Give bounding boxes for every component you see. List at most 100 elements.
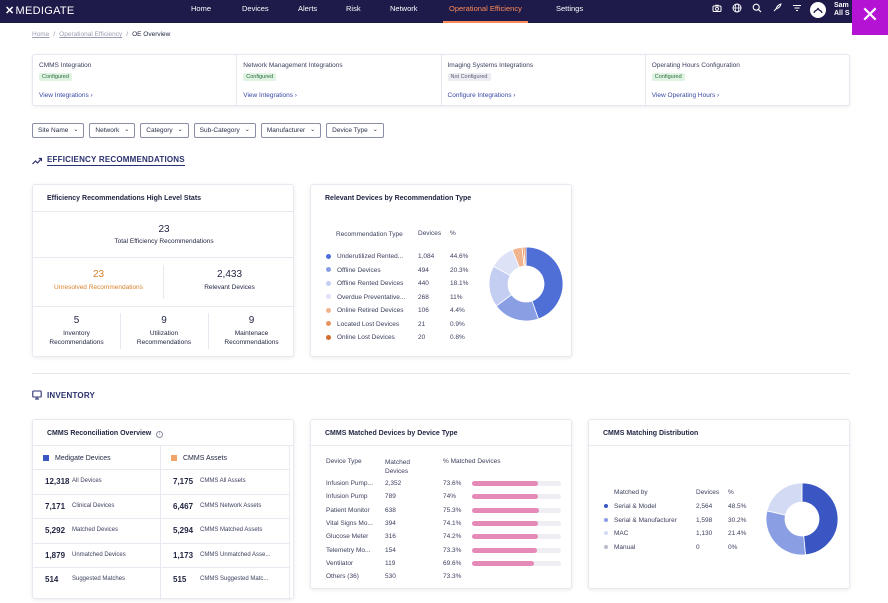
recommendation-donut-chart[interactable] (487, 245, 565, 323)
view-integrations-link[interactable]: View Integrations › (39, 92, 93, 99)
legend-row[interactable]: Offline Rented Devices (326, 280, 403, 287)
filter-device-type[interactable]: Device Type ⌄ (326, 123, 384, 138)
breadcrumb: Home / Operational Efficiency / OE Overv… (32, 31, 170, 38)
monitor-icon (32, 390, 42, 400)
filter-manufacturer[interactable]: Manufacturer ⌄ (260, 123, 322, 138)
info-icon[interactable]: i (156, 431, 164, 438)
filter-category[interactable]: Category ⌄ (140, 123, 189, 138)
cmms-count[interactable]: 1,173 (173, 550, 194, 560)
bar-fill[interactable] (472, 520, 538, 526)
divider (33, 211, 293, 212)
unresolved-value[interactable]: 23 (92, 269, 105, 280)
nav-settings[interactable]: Settings (556, 4, 584, 13)
medigate-count-label: Clinical Devices (72, 502, 115, 509)
filter-label: Manufacturer (266, 127, 306, 134)
legend-row[interactable]: MAC (604, 530, 628, 537)
nav-risk[interactable]: Risk (346, 4, 361, 13)
breadcrumb-home[interactable]: Home (32, 31, 50, 38)
bar-fill[interactable] (472, 534, 539, 540)
legend-row[interactable]: Underutilized Rented... (326, 253, 403, 260)
matched-devices-value: 638 (385, 506, 396, 514)
card-title: CMMS Reconciliation Overview i (47, 430, 164, 438)
nav-devices[interactable]: Devices (242, 4, 269, 13)
cmms-count[interactable]: 6,467 (173, 501, 194, 511)
cmms-count-label: CMMS Suggested Matc... (200, 576, 269, 582)
legend-row[interactable]: Located Lost Devices (326, 321, 399, 328)
legend-row[interactable]: Online Retired Devices (326, 307, 403, 314)
legend-pct-value: 11% (450, 293, 463, 301)
user-org[interactable]: All S (834, 10, 850, 17)
legend-label: CMMS Assets (183, 455, 227, 462)
bar-fill[interactable] (472, 494, 538, 500)
legend-row[interactable]: Serial & Manufacturer (604, 517, 677, 524)
legend-label: Offline Rented Devices (337, 280, 404, 287)
filter-sub-category[interactable]: Sub-Category ⌄ (193, 123, 256, 138)
matched-pct-value: 73.3% (443, 573, 462, 581)
view-integrations-link[interactable]: View Integrations › (243, 92, 297, 99)
matched-pct-value: 75.3% (443, 506, 462, 514)
legend-label: Underutilized Rented... (337, 253, 404, 260)
rocket-icon[interactable] (770, 3, 784, 18)
donut-slice[interactable] (766, 482, 803, 516)
legend-row[interactable]: Online Lost Devices (326, 334, 395, 341)
legend-row[interactable]: Manual (604, 544, 635, 551)
chevron-down-icon: ⌄ (124, 127, 130, 133)
medigate-count[interactable]: 12,318 (45, 477, 70, 486)
nav-network[interactable]: Network (390, 4, 418, 13)
filter-icon[interactable] (790, 3, 804, 18)
donut-slice[interactable] (523, 246, 527, 267)
cmms-count[interactable]: 7,175 (173, 477, 194, 486)
total-recommendations-value: 23 (158, 224, 170, 235)
user-avatar[interactable] (810, 2, 826, 18)
legend-row[interactable]: Overdue Preventative... (326, 294, 405, 301)
globe-icon[interactable] (730, 3, 744, 18)
bar-fill[interactable] (472, 547, 538, 553)
filter-network[interactable]: Network ⌄ (89, 123, 136, 138)
legend-dot (604, 517, 608, 522)
legend-label: Overdue Preventative... (337, 293, 406, 301)
bar-track (472, 481, 561, 486)
col-header-matched-by: Matched by (614, 489, 648, 496)
user-name[interactable]: Sam (834, 2, 849, 9)
camera-icon[interactable] (710, 3, 724, 18)
chevron-down-icon: ⌄ (310, 127, 316, 133)
donut-slice[interactable] (765, 510, 806, 556)
bar-fill[interactable] (472, 507, 540, 513)
device-type-label: Infusion Pump (326, 493, 368, 501)
view-operating-hours-link[interactable]: View Operating Hours › (651, 92, 720, 99)
row-divider (33, 518, 290, 519)
configure-integrations-link[interactable]: Configure Integrations › (447, 92, 516, 99)
relevant-devices-card: Relevant Devices by Recommendation Type … (310, 184, 572, 357)
filter-site-name[interactable]: Site Name ⌄ (32, 123, 85, 138)
nav-operational-efficiency[interactable]: Operational Efficiency (443, 0, 528, 23)
distribution-donut-chart[interactable] (765, 482, 839, 556)
row-divider (33, 567, 290, 568)
medigate-count[interactable]: 5,292 (45, 526, 66, 535)
legend-row[interactable]: Offline Devices (326, 267, 381, 274)
donut-slice[interactable] (801, 482, 839, 556)
donut-slice[interactable] (525, 246, 564, 320)
bar-fill[interactable] (472, 560, 534, 566)
cmms-count[interactable]: 515 (173, 575, 187, 584)
legend-dot (326, 307, 331, 313)
medigate-logo[interactable]: ✕ MEDIGATE (5, 4, 75, 18)
legend-pct-value: 30.2% (728, 516, 747, 524)
close-button[interactable]: ✕ (852, 0, 888, 35)
search-icon[interactable] (750, 3, 764, 18)
device-type-label: Infusion Pump... (326, 480, 373, 487)
integration-title: CMMS Integration (39, 62, 92, 69)
cmms-count[interactable]: 5,294 (173, 526, 194, 535)
divider (33, 445, 293, 446)
legend-devices-value: 20 (418, 334, 426, 341)
bar-fill[interactable] (472, 481, 538, 486)
breadcrumb-parent[interactable]: Operational Efficiency (59, 31, 123, 38)
medigate-count[interactable]: 1,879 (45, 550, 66, 560)
nav-alerts[interactable]: Alerts (298, 4, 318, 13)
nav-home[interactable]: Home (191, 4, 212, 13)
legend-row[interactable]: Serial & Model (604, 503, 656, 510)
cmms-matching-distribution-card: CMMS Matching Distribution Matched by De… (588, 419, 850, 589)
device-type-label: Others (36) (326, 573, 359, 581)
unresolved-label[interactable]: Unresolved Recommendations (54, 284, 143, 291)
medigate-count[interactable]: 514 (45, 575, 59, 584)
medigate-count[interactable]: 7,171 (45, 501, 66, 511)
